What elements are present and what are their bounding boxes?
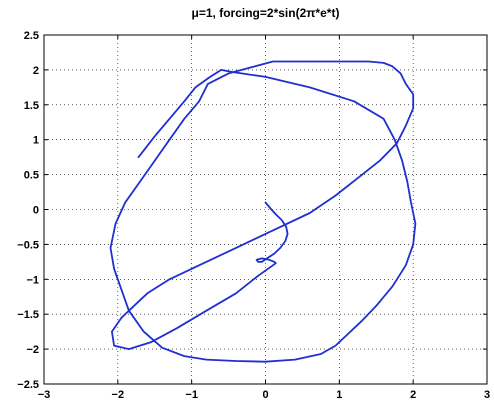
y-tick-label: 2.5 (24, 30, 39, 42)
x-tick-label: −1 (185, 389, 198, 401)
y-tick-label: −2.5 (17, 379, 39, 391)
y-tick-label: 1 (33, 135, 39, 147)
y-tick-label: −1.5 (17, 309, 39, 321)
chart-title: μ=1, forcing=2*sin(2π*e*t) (192, 6, 340, 20)
x-tick-label: −3 (38, 389, 51, 401)
series-line (109, 60, 417, 363)
y-tick-label: 1.5 (24, 100, 39, 112)
x-tick-label: 2 (410, 389, 416, 401)
x-tick-label: 0 (262, 389, 268, 401)
plot-lines (109, 60, 417, 363)
x-tick-label: 3 (484, 389, 490, 401)
ticks: −3 −2 −1 0 1 2 3 −2.5 −2 −1.5 −1 −0.5 0 0.5 1 1.5 2 2.5 (17, 30, 490, 401)
y-tick-label: −0.5 (17, 239, 39, 251)
x-tick-label: 1 (336, 389, 342, 401)
y-tick-label: −2 (26, 344, 39, 356)
y-tick-label: 0 (33, 205, 39, 217)
y-tick-label: 0.5 (24, 170, 39, 182)
y-tick-label: −1 (26, 274, 39, 286)
y-tick-label: 2 (33, 65, 39, 77)
x-tick-label: −2 (112, 389, 125, 401)
